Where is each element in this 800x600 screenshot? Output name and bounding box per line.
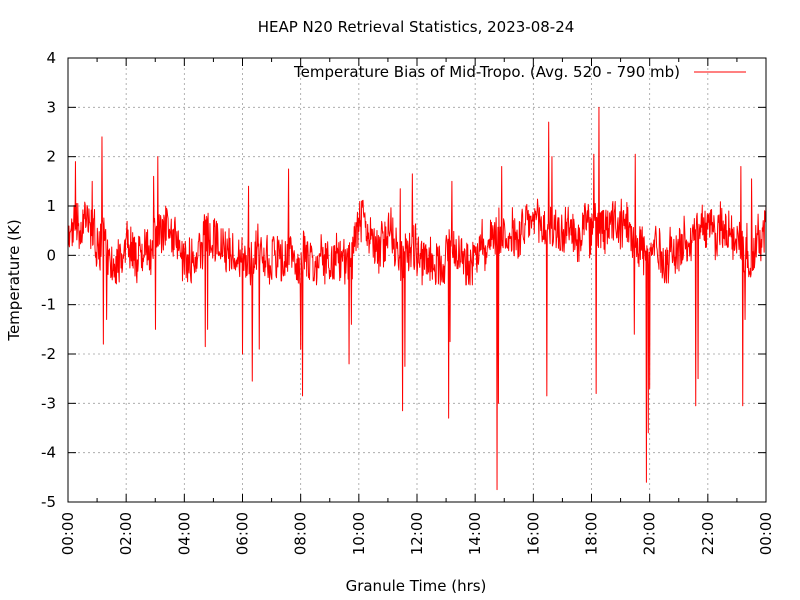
x-tick-label: 00:00 xyxy=(59,512,77,555)
x-tick-label: 14:00 xyxy=(466,512,484,555)
x-tick-labels: 00:00 02:00 04:00 06:00 08:00 10:00 12:00 14:00… xyxy=(59,512,775,555)
ticks xyxy=(67,57,767,503)
y-axis-label: Temperature (K) xyxy=(5,219,23,341)
y-tick-label: 4 xyxy=(46,49,56,67)
y-tick-label: -3 xyxy=(41,394,56,412)
y-tick-label: -5 xyxy=(41,493,56,511)
y-tick-labels: -5 -4 -3 -2 -1 0 1 2 3 4 xyxy=(41,49,56,511)
x-tick-label: 22:00 xyxy=(699,512,717,555)
x-tick-label: 20:00 xyxy=(641,512,659,555)
x-tick-label: 06:00 xyxy=(234,512,252,555)
x-tick-label: 18:00 xyxy=(583,512,601,555)
legend: Temperature Bias of Mid-Tropo. (Avg. 520… xyxy=(293,63,746,81)
x-tick-label: 00:00 xyxy=(757,512,775,555)
x-tick-label: 10:00 xyxy=(350,512,368,555)
x-tick-label: 02:00 xyxy=(117,512,135,555)
x-axis-label: Granule Time (hrs) xyxy=(346,577,487,595)
y-tick-label: -2 xyxy=(41,345,56,363)
x-tick-label: 04:00 xyxy=(175,512,193,555)
y-tick-label: 3 xyxy=(46,98,56,116)
y-tick-label: -1 xyxy=(41,296,56,314)
legend-label: Temperature Bias of Mid-Tropo. (Avg. 520… xyxy=(293,63,680,81)
y-tick-label: 0 xyxy=(46,246,56,264)
y-tick-label: -4 xyxy=(41,444,56,462)
chart-title: HEAP N20 Retrieval Statistics, 2023-08-2… xyxy=(258,18,575,36)
y-tick-label: 2 xyxy=(46,148,56,166)
series-line xyxy=(67,106,767,491)
x-tick-label: 16:00 xyxy=(524,512,542,555)
x-tick-label: 12:00 xyxy=(408,512,426,555)
series-group xyxy=(67,106,767,491)
x-tick-label: 08:00 xyxy=(292,512,310,555)
y-tick-label: 1 xyxy=(46,197,56,215)
